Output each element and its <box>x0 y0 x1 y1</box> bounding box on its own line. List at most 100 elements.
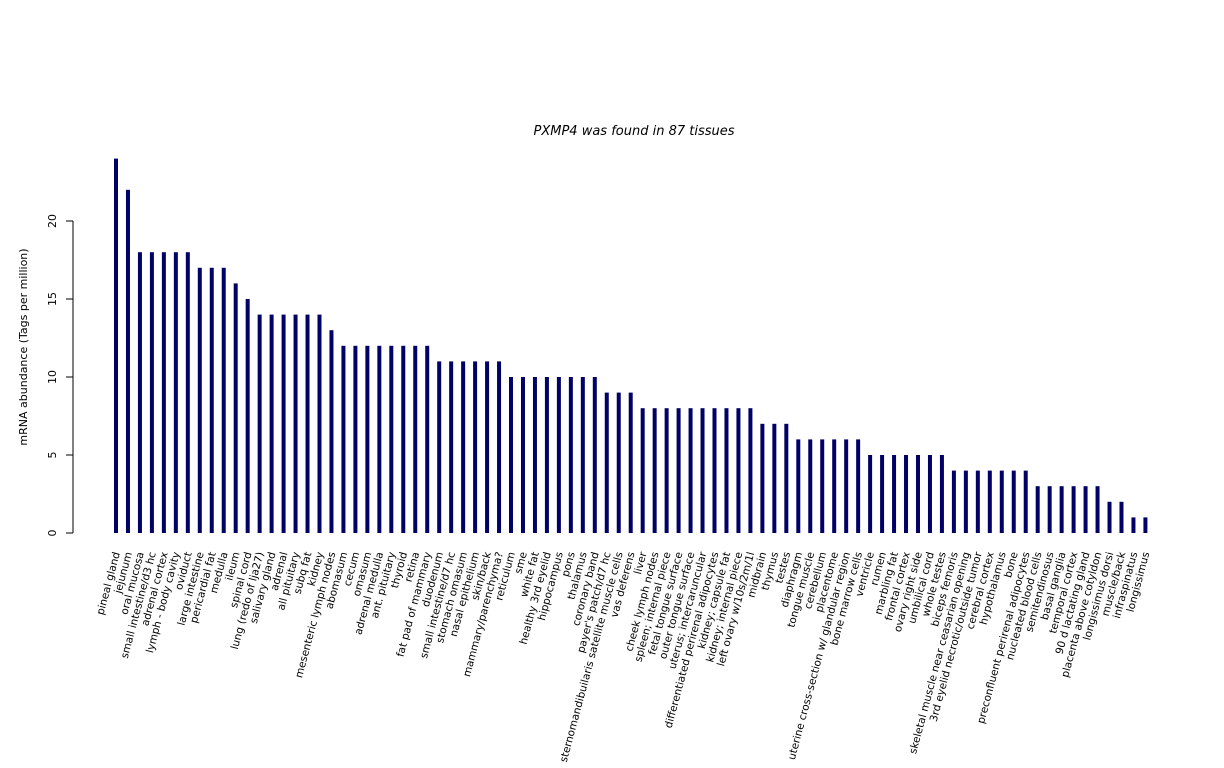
bar <box>987 470 992 533</box>
bar <box>509 377 514 533</box>
bar <box>975 470 980 533</box>
bar <box>209 267 214 533</box>
bar <box>461 361 466 533</box>
y-tick-label: 15 <box>46 292 59 306</box>
bar <box>592 377 597 533</box>
bar <box>736 408 741 533</box>
bar <box>604 392 609 533</box>
bar <box>724 408 729 533</box>
bar <box>556 377 561 533</box>
bar <box>257 314 262 533</box>
bar <box>820 439 825 533</box>
bar <box>137 252 142 533</box>
bar <box>401 345 406 533</box>
bar <box>281 314 286 533</box>
bar <box>760 423 765 533</box>
bar <box>1047 486 1052 533</box>
bar <box>365 345 370 533</box>
bar <box>808 439 813 533</box>
x-tick-label: liver <box>632 550 650 576</box>
bar <box>844 439 849 533</box>
y-tick-label: 10 <box>46 370 59 384</box>
bar <box>221 267 226 533</box>
bar <box>317 314 322 533</box>
bar <box>532 377 537 533</box>
bar <box>389 345 394 533</box>
bar <box>784 423 789 533</box>
bar <box>1011 470 1016 533</box>
bar <box>688 408 693 533</box>
y-axis: 0 5 10 15 20 <box>46 214 74 537</box>
bar <box>652 408 657 533</box>
bar <box>233 283 238 533</box>
bar <box>497 361 502 533</box>
bar <box>880 455 885 533</box>
bar <box>449 361 454 533</box>
bar <box>245 299 250 533</box>
bar <box>544 377 549 533</box>
bar <box>161 252 166 533</box>
bar <box>832 439 837 533</box>
bar <box>927 455 932 533</box>
bar <box>700 408 705 533</box>
y-tick-label: 5 <box>46 452 59 459</box>
bar <box>580 377 585 533</box>
bars <box>114 158 1148 534</box>
bar <box>748 408 753 533</box>
bar <box>485 361 490 533</box>
bar <box>664 408 669 533</box>
bar <box>999 470 1004 533</box>
bar <box>915 455 920 533</box>
bar <box>951 470 956 533</box>
bar <box>269 314 274 533</box>
bar <box>1023 470 1028 533</box>
bar <box>293 314 298 533</box>
bar <box>939 455 944 533</box>
chart-title: PXMP4 was found in 87 tissues <box>533 124 734 139</box>
bar <box>425 345 430 533</box>
bar <box>1143 517 1148 533</box>
bar <box>114 158 118 533</box>
bar <box>904 455 909 533</box>
bar <box>868 455 873 533</box>
bar <box>796 439 801 533</box>
bar <box>640 408 645 533</box>
y-tick-label: 0 <box>46 530 59 537</box>
bar <box>712 408 717 533</box>
bar <box>892 455 897 533</box>
bar <box>1095 486 1100 533</box>
bar <box>1035 486 1040 533</box>
bar <box>197 267 202 533</box>
y-axis-label: mRNA abundance (Tags per million) <box>17 248 30 445</box>
bar <box>628 392 633 533</box>
bar <box>1071 486 1076 533</box>
bar <box>329 330 334 533</box>
bar <box>1107 501 1112 533</box>
bar <box>413 345 418 533</box>
bar <box>185 252 190 533</box>
bar <box>353 345 358 533</box>
bar <box>305 314 310 533</box>
bar <box>772 423 777 533</box>
bar <box>568 377 573 533</box>
bar <box>616 392 621 533</box>
bar <box>1119 501 1124 533</box>
bar <box>856 439 861 533</box>
bar <box>473 361 478 533</box>
bar <box>437 361 442 533</box>
bar <box>520 377 525 533</box>
bar <box>1059 486 1064 533</box>
bar <box>1131 517 1136 533</box>
bar <box>963 470 968 533</box>
bar <box>173 252 178 533</box>
x-tick-label: sme <box>513 551 530 576</box>
bar <box>377 345 382 533</box>
bar <box>676 408 681 533</box>
y-tick-label: 20 <box>46 214 59 228</box>
bar <box>149 252 154 533</box>
bar <box>1083 486 1088 533</box>
bar <box>341 345 346 533</box>
bar <box>125 189 130 534</box>
